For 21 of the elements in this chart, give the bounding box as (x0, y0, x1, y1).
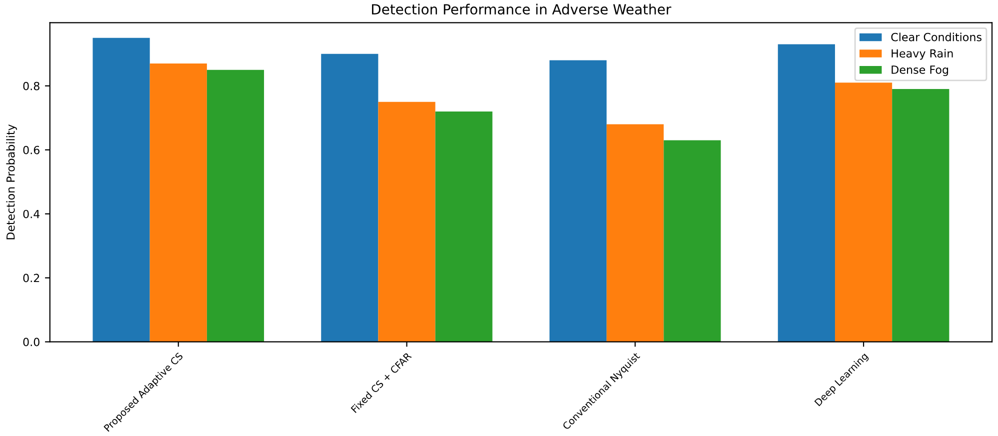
bar (150, 63, 207, 342)
bar (92, 38, 150, 342)
bar (206, 70, 264, 342)
bar (664, 140, 721, 342)
bar (321, 54, 378, 342)
legend-label: Dense Fog (892, 66, 948, 76)
bar (606, 124, 664, 342)
chart-title: Detection Performance in Adverse Weather (372, 4, 672, 15)
y-tick-label: 0.8 (23, 82, 40, 90)
bar (892, 89, 950, 342)
legend-label: Clear Conditions (891, 32, 982, 42)
bar (550, 60, 607, 342)
y-axis-title: Detection Probability (6, 124, 17, 240)
bar (378, 102, 436, 342)
legend-label: Heavy Rain (892, 48, 953, 60)
y-tick-label: 0.0 (23, 338, 40, 346)
bar (778, 44, 835, 342)
y-tick-label: 0.2 (23, 274, 40, 282)
bar (435, 111, 492, 342)
y-tick-label: 0.6 (23, 146, 40, 154)
y-tick-label: 0.4 (23, 210, 40, 218)
